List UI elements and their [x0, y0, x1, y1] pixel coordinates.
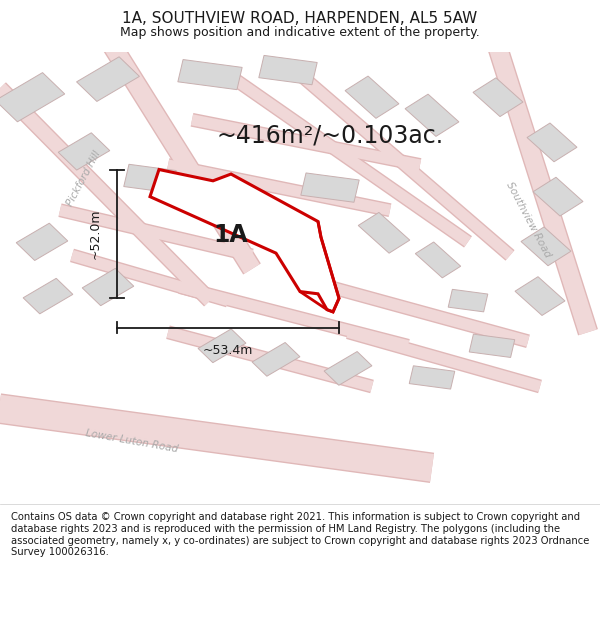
Polygon shape: [150, 169, 339, 312]
Bar: [0, 72, 65, 122]
Bar: [324, 351, 372, 385]
Bar: [527, 123, 577, 162]
Text: Lower Luton Road: Lower Luton Road: [85, 428, 179, 454]
Bar: [301, 173, 359, 203]
Text: Southview Road: Southview Road: [504, 180, 552, 259]
Bar: [82, 268, 134, 306]
Bar: [515, 277, 565, 316]
Text: 1A: 1A: [214, 223, 248, 247]
Text: Map shows position and indicative extent of the property.: Map shows position and indicative extent…: [120, 26, 480, 39]
Text: ~52.0m: ~52.0m: [89, 209, 102, 259]
Bar: [23, 278, 73, 314]
Bar: [415, 242, 461, 278]
Bar: [198, 329, 246, 362]
Bar: [533, 177, 583, 216]
Bar: [358, 213, 410, 253]
Bar: [178, 59, 242, 89]
Bar: [473, 78, 523, 117]
Bar: [521, 227, 571, 266]
Bar: [259, 56, 317, 85]
Bar: [58, 132, 110, 170]
Bar: [16, 223, 68, 261]
Text: ~53.4m: ~53.4m: [203, 344, 253, 356]
Bar: [409, 366, 455, 389]
Bar: [469, 334, 515, 357]
Bar: [252, 342, 300, 376]
Text: ~416m²/~0.103ac.: ~416m²/~0.103ac.: [217, 124, 443, 148]
Bar: [448, 289, 488, 312]
Bar: [345, 76, 399, 118]
Bar: [77, 57, 139, 101]
Text: Pickford Hill: Pickford Hill: [65, 149, 103, 208]
Text: Contains OS data © Crown copyright and database right 2021. This information is : Contains OS data © Crown copyright and d…: [11, 512, 589, 558]
Bar: [124, 164, 176, 193]
Text: 1A, SOUTHVIEW ROAD, HARPENDEN, AL5 5AW: 1A, SOUTHVIEW ROAD, HARPENDEN, AL5 5AW: [122, 11, 478, 26]
Bar: [405, 94, 459, 136]
